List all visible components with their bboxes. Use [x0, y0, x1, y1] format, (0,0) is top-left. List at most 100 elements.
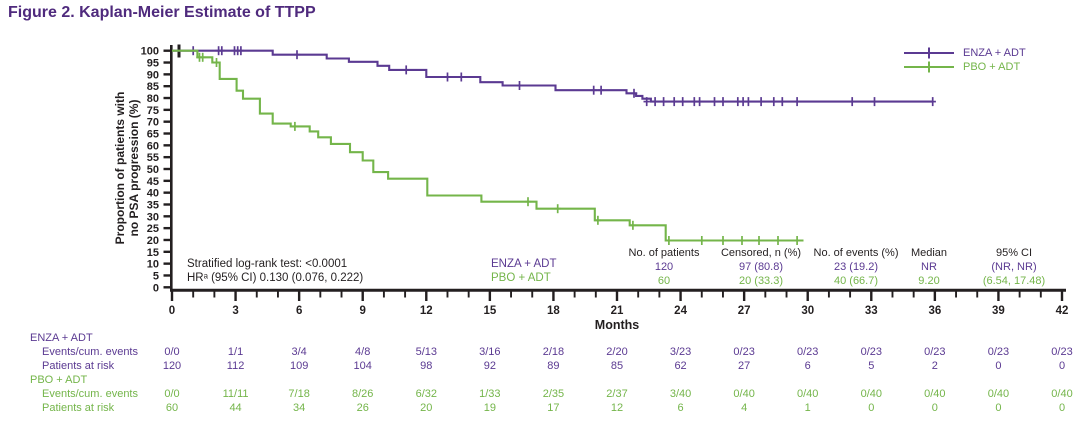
- censor-mark: [719, 236, 727, 245]
- legend-item: ENZA + ADT: [903, 46, 1026, 60]
- censor-mark: [755, 236, 763, 245]
- y-tick-label: 35: [147, 199, 159, 211]
- legend-marker-icon: [904, 61, 954, 73]
- x-tick-label: 24: [674, 305, 687, 317]
- censor-mark: [849, 97, 856, 107]
- risk-value: 0: [995, 360, 1002, 372]
- risk-value: 3/23: [669, 346, 692, 358]
- censor-mark: [738, 236, 746, 245]
- censor-mark: [213, 58, 220, 67]
- risk-value: 0/40: [1051, 388, 1073, 400]
- censor-mark: [793, 97, 801, 107]
- censor-mark: [679, 97, 686, 107]
- y-tick-label: 45: [147, 176, 159, 188]
- x-tick-label: 6: [296, 305, 302, 317]
- y-axis-label: Proportion of patients with no PSA progr…: [113, 43, 141, 293]
- risk-value: 11/11: [222, 388, 249, 400]
- y-tick-label: 50: [147, 164, 159, 176]
- risk-value: 104: [353, 360, 372, 372]
- y-tick-label: 15: [147, 247, 159, 259]
- risk-value: 1/1: [227, 346, 244, 358]
- censor-mark: [651, 97, 659, 107]
- risk-value: 112: [226, 360, 245, 372]
- risk-row-label: Patients at risk: [42, 360, 115, 372]
- x-tick-label: 15: [483, 305, 496, 317]
- stats-header: 95% CI: [995, 247, 1033, 259]
- risk-value: 89: [547, 360, 560, 372]
- y-tick-label: 100: [141, 46, 159, 58]
- censor-mark: [554, 204, 561, 214]
- censor-mark: [711, 97, 718, 107]
- risk-value: 4/8: [355, 346, 371, 358]
- risk-value: 0: [1058, 360, 1066, 372]
- risk-value: 6: [677, 402, 684, 414]
- censor-mark: [779, 97, 786, 107]
- km-curve-enzaadt: [172, 49, 933, 103]
- x-tick-label: 12: [420, 305, 433, 317]
- risk-value: 1: [804, 402, 811, 414]
- censor-mark: [444, 72, 451, 82]
- y-tick-label: 20: [147, 235, 159, 247]
- censor-mark: [757, 97, 765, 107]
- stats-value: 97 (80.8): [738, 261, 784, 273]
- risk-value: 0/0: [164, 388, 180, 400]
- risk-value: 120: [162, 360, 182, 372]
- risk-value: 2/35: [542, 388, 565, 400]
- stats-header: No. of events (%): [813, 247, 899, 259]
- legend: ENZA + ADT PBO + ADT: [903, 46, 1026, 74]
- censor-mark: [524, 197, 532, 207]
- risk-value: 5: [868, 360, 875, 372]
- stats-value: (NR, NR): [991, 261, 1037, 273]
- risk-value: 5/13: [415, 346, 437, 358]
- risk-value: 19: [483, 402, 496, 414]
- risk-value: 0/40: [987, 388, 1010, 400]
- risk-value: 0/23: [924, 346, 946, 358]
- risk-value: 0: [995, 402, 1002, 414]
- censor-mark: [719, 97, 727, 107]
- legend-item: PBO + ADT: [903, 60, 1026, 74]
- stats-value: NR: [921, 261, 937, 273]
- stats-value: 60: [657, 275, 671, 287]
- y-tick-label: 85: [147, 81, 159, 93]
- censor-mark: [871, 97, 878, 107]
- censor-mark: [745, 97, 752, 107]
- censor-mark: [929, 97, 936, 107]
- y-tick-label: 60: [147, 140, 159, 152]
- x-tick-label: 18: [547, 305, 560, 317]
- risk-row-label: Patients at risk: [42, 402, 115, 414]
- risk-value: 0/23: [1051, 346, 1073, 358]
- km-curve-pboadt: [172, 49, 804, 242]
- figure-title: Figure 2. Kaplan-Meier Estimate of TTPP: [8, 4, 316, 21]
- risk-value: 4: [741, 402, 748, 414]
- stats-value: 120: [654, 261, 674, 273]
- risk-value: 0/23: [733, 346, 755, 358]
- risk-value: 0: [1058, 402, 1066, 414]
- y-tick-label: 30: [147, 211, 159, 223]
- risk-value: 17: [547, 402, 560, 414]
- risk-value: 27: [738, 360, 751, 372]
- legend-label: ENZA + ADT: [963, 47, 1026, 59]
- risk-value: 0/40: [860, 388, 882, 400]
- risk-row-label: Events/cum. events: [42, 388, 138, 400]
- risk-value: 12: [610, 402, 624, 414]
- stats-value: (6.54, 17.48): [982, 275, 1046, 287]
- risk-value: 1/33: [479, 388, 501, 400]
- censor-mark: [671, 97, 678, 107]
- censor-mark: [698, 236, 705, 245]
- x-tick-label: 33: [865, 305, 878, 317]
- stats-value: 23 (19.2): [833, 261, 879, 273]
- x-tick-label: 39: [992, 305, 1005, 317]
- stats-value: 20 (33.3): [738, 275, 784, 287]
- censor-mark: [770, 97, 777, 107]
- x-tick-label: 27: [738, 305, 751, 317]
- x-tick-label: 3: [232, 305, 238, 317]
- legend-marker-icon: [904, 47, 954, 59]
- risk-value: 60: [165, 402, 179, 414]
- censor-mark: [774, 236, 782, 245]
- censor-mark: [665, 236, 673, 245]
- risk-value: 98: [420, 360, 433, 372]
- y-tick-label: 65: [147, 129, 159, 141]
- risk-row-label: Events/cum. events: [42, 346, 138, 358]
- x-tick-label: 30: [801, 305, 814, 317]
